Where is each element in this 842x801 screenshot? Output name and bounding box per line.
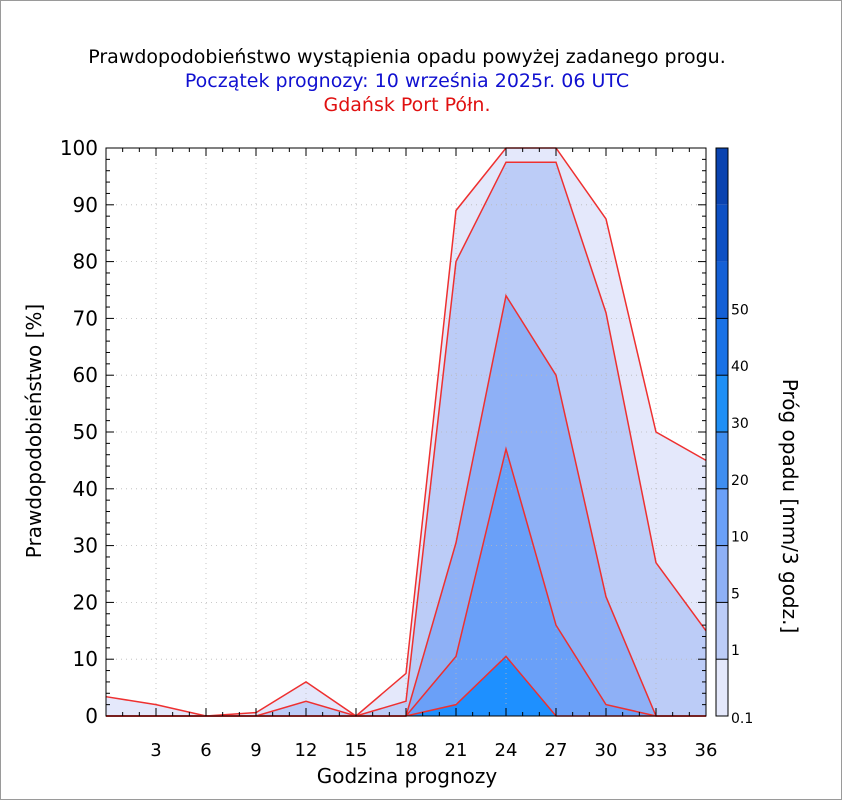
y-tick-label: 80: [73, 250, 98, 274]
x-tick-label: 36: [695, 740, 718, 761]
y-axis-label: Prawdopodobieństwo [%]: [22, 304, 46, 558]
colorbar-segment: [716, 261, 728, 319]
colorbar-segment: [716, 148, 728, 205]
y-tick-label: 70: [73, 306, 98, 330]
area-threshold-3: [106, 449, 706, 716]
x-tick-label: 15: [345, 740, 368, 761]
x-tick-label: 24: [495, 740, 518, 761]
colorbar-tick-label: 5: [731, 586, 740, 602]
y-tick-label: 100: [60, 136, 98, 160]
colorbar-segment: [716, 602, 728, 660]
colorbar-segment: [716, 375, 728, 432]
colorbar-tick-label: 1: [731, 643, 740, 659]
colorbar-tick-label: 50: [731, 302, 749, 318]
y-tick-label: 0: [85, 704, 98, 728]
colorbar-tick-label: 0.1: [731, 711, 753, 727]
y-tick-label: 60: [73, 363, 98, 387]
plot-axes: [105, 147, 707, 717]
colorbar-segment: [716, 204, 728, 262]
y-tick-labels: 0 10 20 30 40 50 60 70 80 90 100: [60, 136, 98, 728]
x-tick-label: 27: [545, 740, 568, 761]
colorbar-segment: [716, 545, 728, 603]
colorbar-tick-label: 40: [731, 359, 749, 375]
colorbar-segment: [716, 432, 728, 489]
y-tick-label: 20: [73, 590, 98, 614]
chart-subtitle: Początek prognozy: 10 września 2025r. 06…: [185, 70, 629, 92]
colorbar-tick-label: 10: [731, 530, 749, 546]
y-tick-label: 40: [73, 477, 98, 501]
y-tick-label: 30: [73, 534, 98, 558]
colorbar-segment: [716, 659, 728, 716]
area-threshold-2: [106, 295, 706, 716]
colorbar-segment: [716, 488, 728, 546]
colorbar-label: Próg opadu [mm/3 godz.]: [778, 379, 802, 634]
colorbar-tick-label: 30: [731, 416, 749, 432]
x-axis-label: Godzina prognozy: [317, 764, 498, 788]
x-tick-labels: 3 6 9 12 15 18 21 24 27 30 33 36: [150, 740, 717, 761]
x-tick-label: 9: [250, 740, 261, 761]
x-tick-label: 18: [395, 740, 418, 761]
y-tick-label: 10: [73, 647, 98, 671]
x-tick-label: 6: [200, 740, 211, 761]
colorbar-tick-labels: 0.1 1 5 10 20 30 40 50: [731, 302, 753, 727]
colorbar-tick-label: 20: [731, 473, 749, 489]
grid-lines: [106, 148, 706, 716]
x-tick-label: 21: [445, 740, 468, 761]
chart-location: Gdańsk Port Półn.: [323, 94, 490, 116]
x-tick-label: 30: [595, 740, 618, 761]
x-tick-label: 33: [645, 740, 668, 761]
y-tick-label: 90: [73, 193, 98, 217]
chart-title: Prawdopodobieństwo wystąpienia opadu pow…: [88, 46, 726, 68]
colorbar: [715, 147, 729, 717]
y-tick-label: 50: [73, 420, 98, 444]
x-tick-label: 3: [150, 740, 161, 761]
colorbar-segment: [716, 318, 728, 376]
x-tick-label: 12: [295, 740, 318, 761]
